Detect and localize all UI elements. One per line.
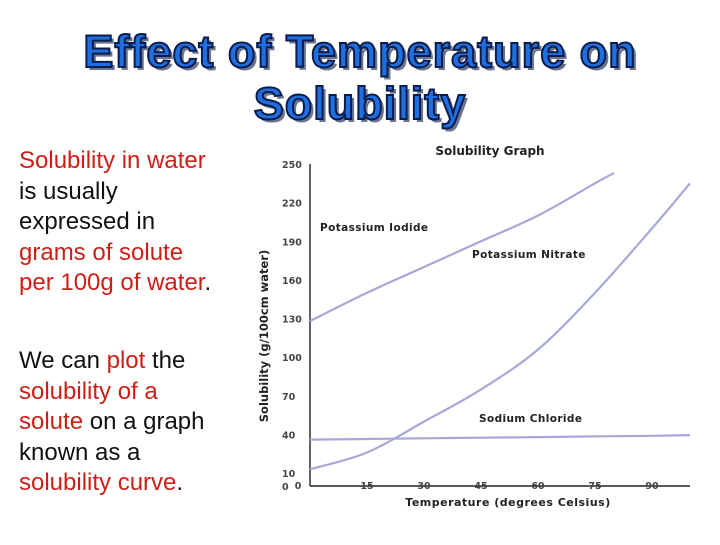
solubility-curve-text: We can plot the solubility of a solute o… [19, 346, 264, 499]
x-axis-label: Temperature (degrees Celsius) [405, 496, 610, 509]
x-tick-labels: 0 15 30 45 60 75 90 [295, 481, 659, 492]
solubility-chart-svg: Solubility Graph 01040701001301601902202… [257, 144, 691, 509]
slide-title-line-2: Solubility [253, 77, 467, 130]
definition-units-part: per 100g of water [19, 269, 205, 296]
y-tick-label: 130 [282, 315, 302, 326]
x-tick-label: 0 [295, 481, 302, 492]
x-tick-label: 90 [645, 481, 659, 492]
y-tick-label: 190 [282, 237, 302, 248]
y-tick-label: 70 [282, 392, 296, 403]
x-tick-label: 30 [417, 481, 431, 492]
label-sodium-chloride: Sodium Chloride [479, 413, 582, 425]
chart-title: Solubility Graph [435, 144, 544, 158]
y-tick-label: 250 [282, 160, 302, 171]
slide-title: Effect of Temperature on Solubility [0, 25, 720, 130]
curve-potassium-nitrate [309, 182, 691, 471]
slide-title-line-1: Effect of Temperature on [82, 25, 637, 78]
curve-text-period: . [176, 469, 184, 496]
curve-text-term: solubility curve [19, 469, 177, 496]
solubility-definition-text: Solubility in water is usually expressed… [19, 146, 264, 299]
x-tick-label: 75 [588, 481, 601, 492]
series-labels: Potassium Iodide Potassium Nitrate Sodium … [320, 222, 586, 425]
y-tick-label: 0 [282, 482, 289, 493]
y-axis-label: Solubility (g/100cm water) [257, 250, 271, 422]
label-potassium-iodide: Potassium Iodide [320, 222, 428, 234]
label-potassium-nitrate: Potassium Nitrate [472, 249, 586, 261]
definition-term: Solubility in water [19, 147, 206, 174]
definition-text-part: is usually [19, 177, 118, 205]
x-tick-label: 15 [360, 481, 373, 492]
plot-area [310, 164, 690, 486]
curve-text-highlight: solubility of a [19, 377, 158, 405]
y-tick-label: 10 [282, 469, 296, 480]
curve-potassium-iodide [309, 172, 615, 323]
curve-text-plot: plot [106, 347, 146, 374]
curve-text-part: on a graph known as a [19, 408, 205, 466]
solubility-chart: Solubility Graph 0 10 40 70 100 130 160 190 220 2… [252, 136, 712, 540]
definition-period: . [204, 269, 212, 296]
curve-text-highlight: solute [19, 408, 84, 435]
definition-text-part: expressed in [19, 208, 156, 235]
x-tick-label: 45 [474, 481, 487, 492]
definition-units-part: grams of solute [19, 238, 184, 266]
y-tick-label: 220 [282, 199, 302, 210]
curve-sodium-chloride [309, 434, 691, 441]
y-tick-label: 100 [282, 353, 302, 364]
curve-text-part: We can [19, 347, 100, 374]
y-tick-label: 160 [282, 276, 302, 287]
curve-text-part: the [151, 347, 186, 374]
chart-series [309, 172, 691, 471]
y-tick-label: 40 [282, 430, 296, 441]
x-tick-label: 60 [531, 481, 545, 492]
chart-axes [309, 164, 690, 487]
